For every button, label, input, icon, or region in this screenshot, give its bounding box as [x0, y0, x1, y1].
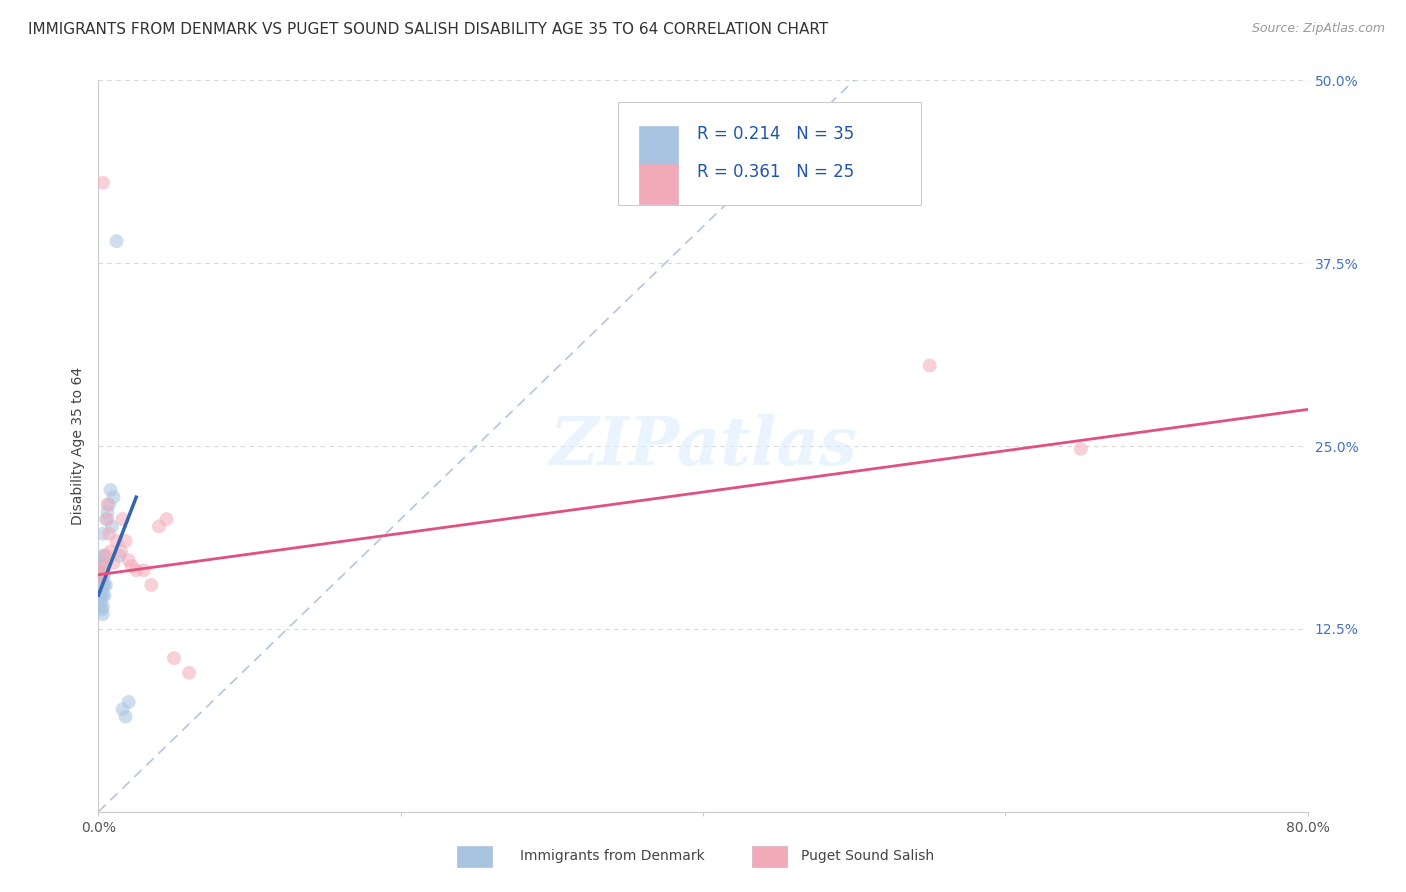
Point: [91, 578, 114, 592]
Point: [98, 526, 121, 541]
Point: [91, 607, 114, 622]
Point: [89, 582, 111, 597]
Point: [90, 603, 112, 617]
Text: Immigrants from Denmark: Immigrants from Denmark: [520, 849, 704, 863]
Point: [94, 512, 117, 526]
Point: [94, 578, 117, 592]
Text: R = 0.214   N = 35: R = 0.214 N = 35: [697, 126, 855, 144]
Point: [132, 563, 155, 577]
Text: IMMIGRANTS FROM DENMARK VS PUGET SOUND SALISH DISABILITY AGE 35 TO 64 CORRELATIO: IMMIGRANTS FROM DENMARK VS PUGET SOUND S…: [28, 22, 828, 37]
Point: [93, 578, 115, 592]
Text: R = 0.361   N = 25: R = 0.361 N = 25: [697, 163, 855, 181]
Point: [118, 695, 141, 709]
Point: [89, 588, 111, 602]
FancyBboxPatch shape: [619, 103, 921, 204]
Point: [91, 571, 114, 585]
Point: [148, 519, 170, 533]
Bar: [638, 126, 678, 166]
Point: [108, 549, 131, 563]
Point: [93, 588, 115, 602]
Point: [91, 549, 114, 563]
Point: [93, 549, 115, 563]
Point: [91, 599, 114, 614]
Point: [1070, 442, 1092, 456]
Point: [93, 566, 115, 581]
Point: [101, 519, 124, 533]
Point: [89, 563, 111, 577]
Point: [110, 544, 132, 558]
Point: [96, 512, 118, 526]
Point: [96, 498, 118, 512]
Point: [91, 176, 114, 190]
Text: Source: ZipAtlas.com: Source: ZipAtlas.com: [1251, 22, 1385, 36]
Point: [89, 599, 111, 614]
Point: [111, 512, 134, 526]
Point: [96, 505, 118, 519]
Point: [90, 556, 112, 570]
Point: [121, 558, 143, 573]
Point: [93, 558, 115, 573]
Point: [91, 588, 114, 602]
Point: [90, 588, 112, 602]
Point: [90, 571, 112, 585]
Point: [91, 558, 114, 573]
Point: [105, 234, 128, 248]
Point: [103, 490, 125, 504]
Point: [90, 581, 112, 595]
Point: [103, 556, 125, 570]
Text: Puget Sound Salish: Puget Sound Salish: [801, 849, 935, 863]
Point: [94, 549, 117, 563]
Point: [90, 595, 112, 609]
Text: ZIPatlas: ZIPatlas: [550, 414, 856, 478]
Point: [118, 553, 141, 567]
Point: [114, 534, 136, 549]
Y-axis label: Disability Age 35 to 64: Disability Age 35 to 64: [72, 367, 86, 525]
Point: [114, 709, 136, 723]
Point: [141, 578, 163, 592]
Point: [163, 651, 186, 665]
Point: [90, 566, 112, 581]
Point: [105, 534, 128, 549]
Point: [90, 574, 112, 588]
Point: [179, 665, 201, 680]
Bar: [638, 164, 678, 204]
Point: [100, 483, 122, 497]
Point: [111, 702, 134, 716]
Point: [918, 359, 941, 373]
Point: [91, 526, 114, 541]
Point: [98, 498, 121, 512]
Point: [125, 563, 148, 577]
Point: [100, 544, 122, 558]
Point: [155, 512, 177, 526]
Point: [89, 574, 111, 588]
